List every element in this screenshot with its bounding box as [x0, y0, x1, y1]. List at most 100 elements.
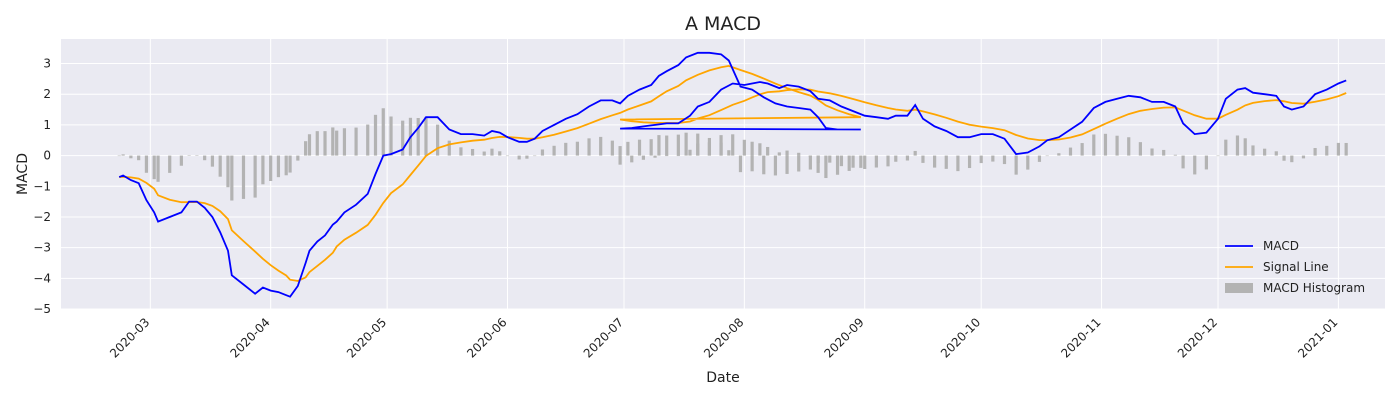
- y-tick-label: −2: [33, 210, 51, 224]
- histogram-bar: [1080, 143, 1084, 156]
- histogram-bar: [905, 155, 910, 161]
- histogram-bar: [416, 118, 420, 156]
- histogram-bar: [470, 148, 475, 156]
- histogram-bar: [944, 155, 948, 169]
- histogram-bar: [676, 134, 680, 156]
- histogram-bar: [342, 128, 347, 156]
- y-tick-label: 1: [43, 118, 51, 132]
- histogram-bar: [1162, 149, 1166, 156]
- histogram-bar: [1173, 154, 1177, 156]
- histogram-bar: [1092, 134, 1096, 156]
- histogram-bar: [727, 150, 731, 156]
- histogram-bar: [1274, 151, 1278, 156]
- histogram-bar: [785, 150, 789, 156]
- y-axis-ticks: −5 −4 −3 −2 −1 0 1 2 3: [33, 57, 51, 316]
- histogram-bar: [296, 155, 300, 161]
- histogram-bar: [731, 134, 735, 156]
- legend-histogram: MACD Histogram: [1225, 281, 1365, 295]
- histogram-bar: [665, 155, 669, 157]
- histogram-bar: [505, 155, 510, 157]
- histogram-bar: [758, 143, 762, 156]
- histogram-bar: [991, 155, 995, 162]
- histogram-bar: [921, 155, 925, 163]
- histogram-bar: [797, 155, 801, 172]
- histogram-bar: [1045, 155, 1049, 157]
- histogram-bar: [610, 140, 614, 156]
- histogram-bar: [773, 155, 778, 176]
- histogram-bar: [684, 132, 688, 156]
- histogram-bar: [835, 155, 840, 175]
- histogram-bar: [424, 116, 428, 156]
- histogram-bar: [766, 146, 770, 156]
- histogram-bar: [335, 130, 339, 156]
- legend-histogram-label: MACD Histogram: [1263, 281, 1365, 295]
- histogram-bar: [482, 151, 486, 156]
- histogram-bar: [218, 155, 222, 177]
- histogram-bar: [436, 124, 440, 156]
- histogram-bar: [1313, 148, 1317, 156]
- histogram-bar: [354, 127, 358, 156]
- histogram-bar: [284, 155, 288, 176]
- histogram-bar: [564, 142, 568, 156]
- histogram-bar: [129, 155, 133, 159]
- histogram-bar: [152, 155, 156, 180]
- histogram-bar: [447, 140, 451, 156]
- legend: MACD Signal Line MACD Histogram: [1225, 239, 1365, 295]
- histogram-bar: [187, 155, 191, 156]
- histogram-bar: [618, 155, 622, 165]
- histogram-bar: [288, 155, 292, 173]
- series-lines: [118, 51, 1347, 298]
- histogram-bar: [913, 150, 917, 156]
- histogram-bar: [552, 145, 556, 156]
- y-axis-label: MACD: [15, 153, 31, 195]
- histogram-bar: [389, 116, 393, 156]
- signal-line: [119, 64, 1347, 282]
- histogram-bar: [230, 155, 234, 201]
- histogram-bar: [762, 155, 766, 175]
- histogram-bar: [315, 131, 319, 156]
- histogram-bar: [261, 155, 265, 185]
- histogram-bar: [851, 155, 855, 168]
- histogram-bar: [269, 155, 273, 182]
- y-tick-label: 2: [43, 87, 51, 101]
- histogram-bar: [797, 152, 801, 156]
- histogram-bar: [307, 134, 312, 156]
- histogram-bar: [241, 155, 246, 199]
- histogram-bar: [637, 139, 642, 156]
- histogram-bar: [1026, 155, 1030, 170]
- histogram-bar: [1301, 155, 1306, 159]
- histogram-bar: [750, 155, 754, 172]
- histogram-bar: [1103, 133, 1108, 156]
- histogram-bar: [117, 155, 121, 157]
- histogram-bar: [839, 155, 844, 167]
- histogram-bar: [168, 155, 172, 173]
- histogram-bar: [490, 148, 494, 156]
- histogram-bar: [1344, 142, 1348, 156]
- histogram-bar: [1282, 155, 1286, 161]
- legend-macd: MACD: [1225, 239, 1299, 253]
- y-tick-label: 0: [43, 149, 51, 163]
- histogram-bar: [626, 141, 630, 156]
- histogram-bar: [707, 142, 712, 156]
- macd-histogram-bars: [117, 108, 1348, 201]
- histogram-bar: [373, 114, 378, 156]
- histogram-bar: [847, 155, 851, 171]
- histogram-bar: [808, 155, 812, 158]
- histogram-bar: [401, 120, 405, 156]
- histogram-bar: [517, 155, 521, 160]
- histogram-bar: [828, 155, 832, 163]
- histogram-bar: [525, 155, 529, 159]
- macd-line: [118, 51, 1347, 298]
- histogram-bar: [1037, 155, 1042, 162]
- histogram-bar: [121, 154, 125, 156]
- histogram-bar: [1115, 135, 1119, 156]
- histogram-bar: [824, 155, 828, 179]
- histogram-bar: [816, 155, 820, 163]
- histogram-bar: [676, 155, 680, 157]
- histogram-bar: [1235, 135, 1240, 156]
- histogram-bar: [1138, 142, 1142, 156]
- histogram-bar: [137, 155, 141, 161]
- histogram-bar: [226, 155, 230, 188]
- histogram-bar: [1263, 148, 1267, 156]
